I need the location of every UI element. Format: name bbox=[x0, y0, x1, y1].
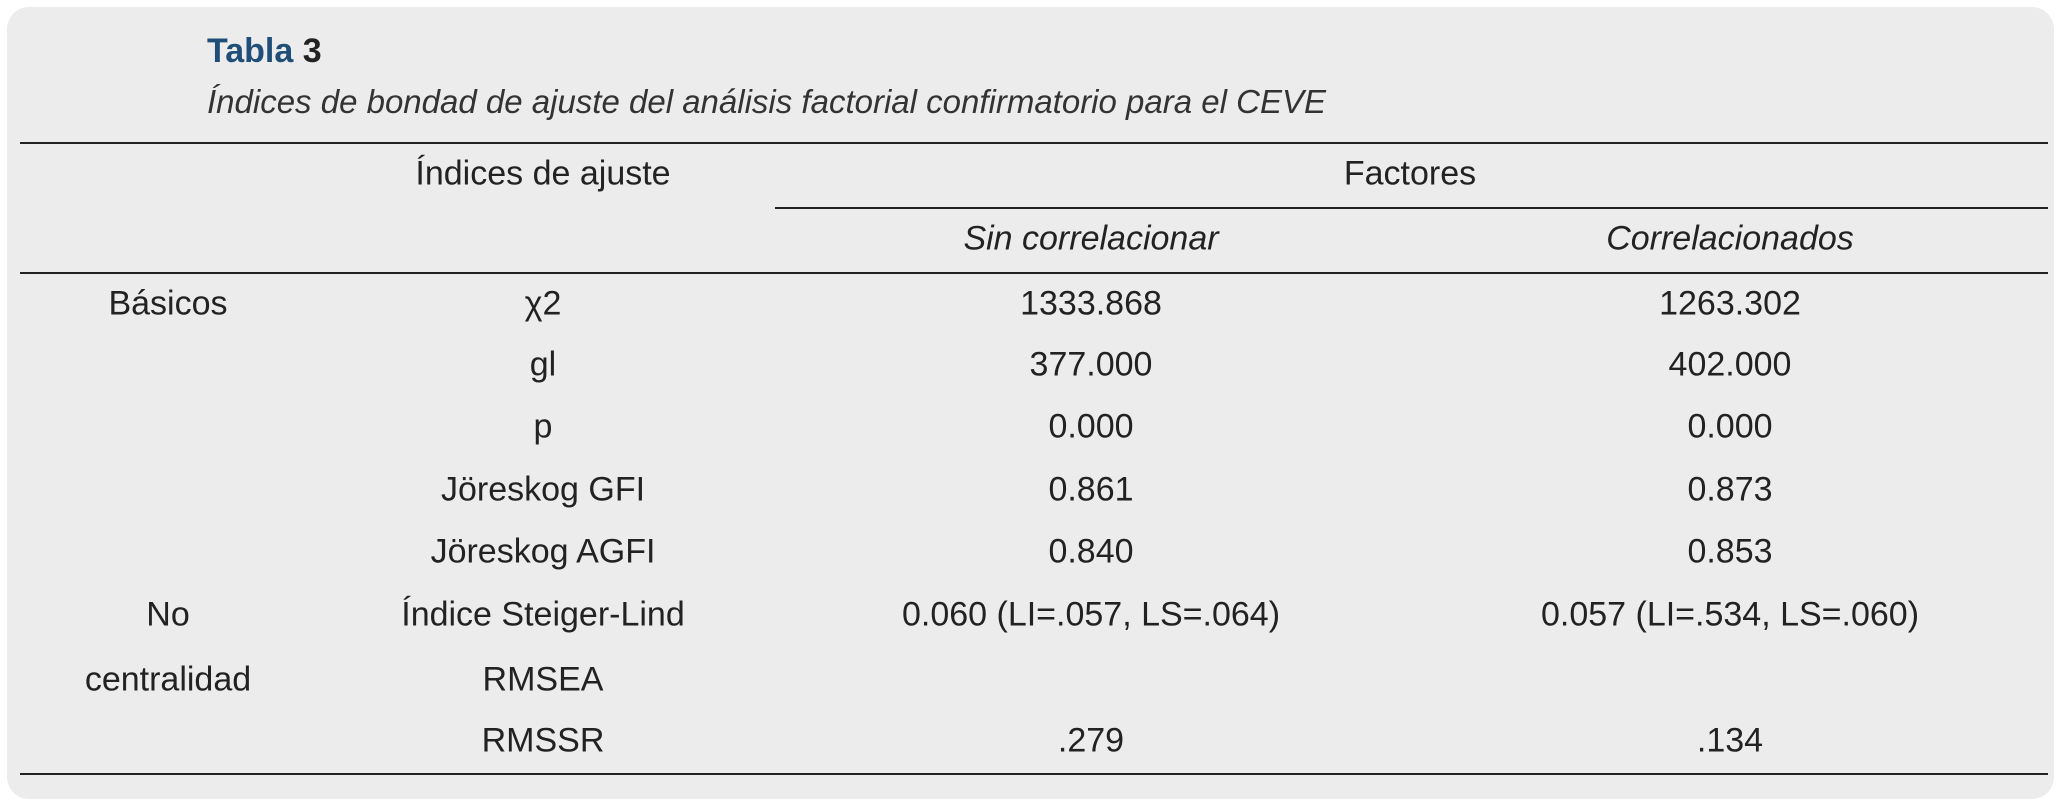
cell: 1263.302 bbox=[1659, 284, 1801, 323]
row-index: χ2 bbox=[524, 284, 562, 323]
head-rule bbox=[20, 272, 2048, 274]
cell: .134 bbox=[1696, 721, 1764, 760]
cell: 0.000 bbox=[1048, 407, 1134, 446]
row-index: p bbox=[533, 407, 553, 446]
cell: 0.000 bbox=[1687, 407, 1773, 446]
table-label: Tabla 3 bbox=[207, 32, 322, 71]
group-header: Factores bbox=[1343, 154, 1477, 193]
row-group: Básicos bbox=[108, 284, 228, 323]
table-panel bbox=[7, 7, 2054, 799]
cell: 0.060 (LI=.057, LS=.064) bbox=[901, 595, 1281, 634]
cell: .279 bbox=[1057, 721, 1125, 760]
column-header: Correlacionados bbox=[1606, 219, 1854, 258]
number: 3 bbox=[302, 32, 322, 70]
row-index: RMSSR bbox=[481, 721, 605, 760]
table-title: Índices de bondad de ajuste del análisis… bbox=[207, 83, 1326, 120]
row-index: Jöreskog GFI bbox=[440, 470, 646, 509]
top-rule bbox=[20, 142, 2048, 144]
cell: 402.000 bbox=[1668, 345, 1792, 384]
index-header: Índices de ajuste bbox=[415, 154, 671, 193]
group-rule bbox=[775, 207, 2048, 209]
cell: 0.873 bbox=[1687, 470, 1773, 509]
cell: 0.840 bbox=[1048, 532, 1134, 571]
row-index: Índice Steiger-Lind bbox=[401, 595, 685, 634]
cell: 377.000 bbox=[1029, 345, 1153, 384]
cell: 1333.868 bbox=[1020, 284, 1162, 323]
bottom-rule bbox=[20, 773, 2048, 775]
row-index: gl bbox=[529, 345, 557, 384]
cell: 0.853 bbox=[1687, 532, 1773, 571]
row-group: centralidad bbox=[84, 660, 252, 699]
cell: 0.057 (LI=.534, LS=.060) bbox=[1540, 595, 1920, 634]
row-index: RMSEA bbox=[482, 660, 604, 699]
row-group: No bbox=[146, 595, 190, 634]
label: Tabla bbox=[207, 32, 294, 70]
cell: 0.861 bbox=[1048, 470, 1134, 509]
row-index: Jöreskog AGFI bbox=[430, 532, 656, 571]
column-header: Sin correlacionar bbox=[963, 219, 1219, 258]
